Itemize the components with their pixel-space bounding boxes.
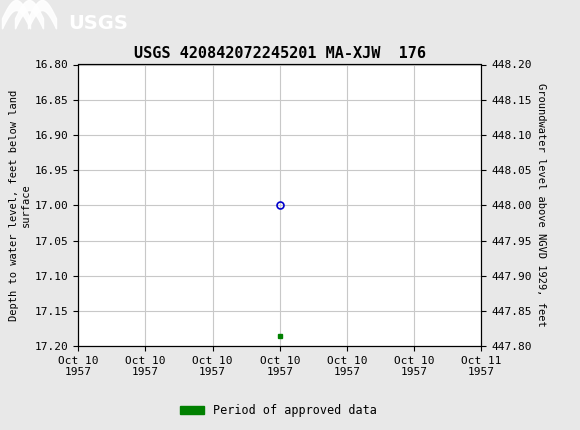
Y-axis label: Groundwater level above NGVD 1929, feet: Groundwater level above NGVD 1929, feet — [536, 83, 546, 327]
Y-axis label: Depth to water level, feet below land
surface: Depth to water level, feet below land su… — [9, 90, 31, 321]
Legend: Period of approved data: Period of approved data — [175, 399, 382, 422]
Title: USGS 420842072245201 MA-XJW  176: USGS 420842072245201 MA-XJW 176 — [134, 46, 426, 61]
Text: USGS: USGS — [68, 14, 128, 33]
